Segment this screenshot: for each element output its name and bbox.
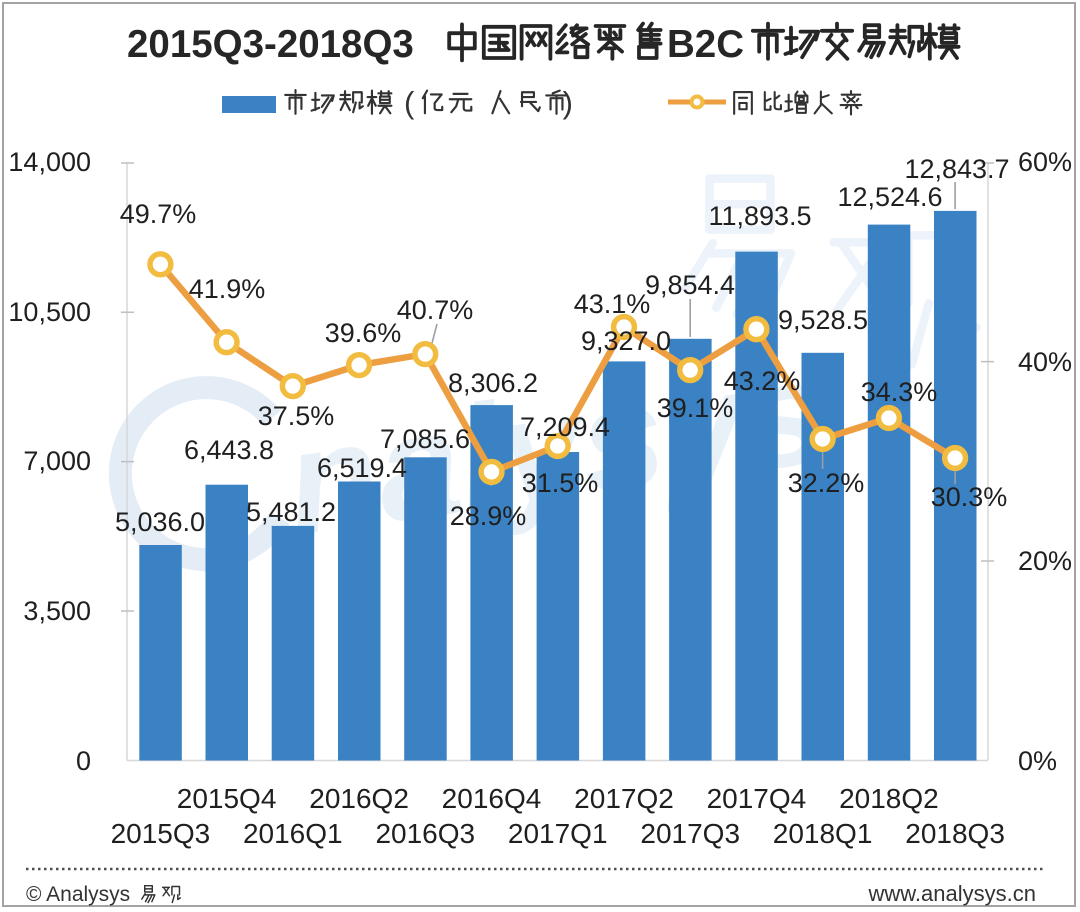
svg-text:43.1%: 43.1% [574, 289, 651, 319]
svg-text:2015Q4: 2015Q4 [177, 783, 277, 814]
svg-text:8,306.2: 8,306.2 [448, 368, 538, 398]
svg-text:2018Q1: 2018Q1 [773, 818, 873, 849]
svg-text:B2C: B2C [667, 23, 744, 66]
svg-text:6,443.8: 6,443.8 [184, 435, 274, 465]
svg-text:31.5%: 31.5% [522, 468, 599, 498]
svg-text:7,000: 7,000 [23, 446, 91, 476]
svg-text:© Analysys: © Analysys [26, 883, 130, 906]
svg-text:2017Q3: 2017Q3 [640, 818, 740, 849]
svg-text:www.analysys.cn: www.analysys.cn [867, 881, 1036, 906]
svg-text:20%: 20% [1018, 546, 1072, 576]
svg-text:12,524.6: 12,524.6 [837, 182, 942, 212]
svg-text:(: ( [404, 85, 415, 120]
svg-text:2018Q2: 2018Q2 [839, 783, 939, 814]
svg-text:39.6%: 39.6% [325, 318, 402, 348]
svg-text:2016Q3: 2016Q3 [375, 818, 475, 849]
svg-text:6,519.4: 6,519.4 [317, 453, 407, 483]
svg-text:9,327.0: 9,327.0 [581, 326, 671, 356]
svg-text:43.2%: 43.2% [724, 366, 801, 396]
svg-text:2016Q1: 2016Q1 [243, 818, 343, 849]
svg-text:5,036.0: 5,036.0 [115, 507, 205, 537]
svg-text:30.3%: 30.3% [931, 482, 1008, 512]
svg-text:32.2%: 32.2% [788, 468, 865, 498]
svg-text:7,209.4: 7,209.4 [520, 412, 610, 442]
svg-text:12,843.7: 12,843.7 [904, 154, 1009, 184]
svg-text:11,893.5: 11,893.5 [708, 201, 811, 231]
svg-text:14,000: 14,000 [8, 147, 91, 177]
svg-text:9,528.5: 9,528.5 [778, 305, 868, 335]
svg-text:40.7%: 40.7% [397, 295, 474, 325]
svg-text:7,085.6: 7,085.6 [380, 424, 470, 454]
svg-text:9,854.4: 9,854.4 [645, 270, 735, 300]
svg-text:5,481.2: 5,481.2 [246, 497, 336, 527]
svg-text:40%: 40% [1018, 347, 1072, 377]
svg-text:2017Q4: 2017Q4 [707, 783, 807, 814]
svg-text:2017Q1: 2017Q1 [508, 818, 608, 849]
svg-text:37.5%: 37.5% [258, 401, 335, 431]
svg-text:0%: 0% [1018, 746, 1057, 776]
svg-text:2017Q2: 2017Q2 [574, 783, 674, 814]
svg-text:10,500: 10,500 [8, 297, 91, 327]
svg-text:2015Q3-2018Q3: 2015Q3-2018Q3 [127, 23, 414, 66]
svg-text:60%: 60% [1018, 147, 1072, 177]
svg-text:49.7%: 49.7% [120, 199, 197, 229]
svg-text:39.1%: 39.1% [657, 393, 734, 423]
svg-text:34.3%: 34.3% [861, 377, 938, 407]
svg-text:2016Q2: 2016Q2 [309, 783, 409, 814]
svg-text:28.9%: 28.9% [450, 501, 527, 531]
svg-text:3,500: 3,500 [23, 596, 91, 626]
svg-text:41.9%: 41.9% [189, 274, 266, 304]
svg-text:2015Q3: 2015Q3 [111, 818, 211, 849]
svg-text:2016Q4: 2016Q4 [442, 783, 542, 814]
svg-text:): ) [563, 85, 573, 120]
svg-text:0: 0 [76, 746, 91, 776]
svg-text:2018Q3: 2018Q3 [905, 818, 1005, 849]
